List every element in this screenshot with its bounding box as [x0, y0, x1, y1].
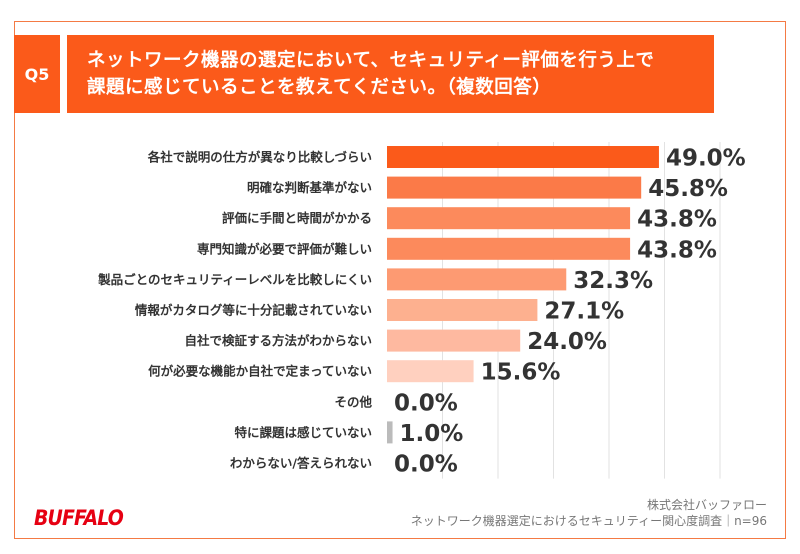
question-title: ネットワーク機器の選定において、セキュリティー評価を行う上で 課題に感じているこ…	[67, 35, 714, 113]
value-label: 32.3%	[573, 268, 653, 294]
category-label: わからない/答えられない	[230, 456, 372, 471]
category-label: 自社で検証する方法がわからない	[184, 333, 372, 348]
category-label: 専門知識が必要で評価が難しい	[197, 241, 372, 256]
value-label: 27.1%	[544, 299, 624, 325]
category-label: 何が必要な機能か自社で定まっていない	[148, 364, 372, 379]
value-label: 49.0%	[666, 146, 746, 172]
bar	[387, 329, 521, 352]
bar	[387, 207, 631, 230]
value-label: 24.0%	[527, 329, 607, 355]
category-label: 明確な判断基準がない	[247, 180, 372, 195]
title-line-2: 課題に感じていることを教えてください。（複数回答）	[87, 77, 552, 98]
survey-source: ネットワーク機器選定におけるセキュリティー関心度調査｜n=96	[410, 514, 767, 528]
bar	[387, 146, 659, 168]
category-label: 評価に手間と時間がかかる	[222, 211, 372, 226]
chart-frame	[14, 21, 786, 539]
bar	[387, 360, 474, 383]
category-label: 特に課題は感じていない	[234, 425, 372, 440]
category-label: 情報がカタログ等に十分記載されていない	[135, 303, 372, 318]
value-label: 0.0%	[394, 390, 458, 416]
value-label: 0.0%	[394, 452, 458, 478]
value-label: 45.8%	[648, 176, 728, 202]
bar	[387, 176, 642, 199]
bar	[387, 237, 631, 260]
category-label: 各社で説明の仕方が異なり比較しづらい	[147, 150, 372, 165]
question-number: Q5	[14, 35, 60, 113]
value-label: 1.0%	[400, 421, 464, 447]
bar	[387, 299, 538, 321]
category-label: その他	[334, 394, 372, 409]
company-name: 株式会社バッファロー	[646, 498, 767, 512]
value-label: 43.8%	[637, 207, 717, 233]
bar	[387, 268, 567, 291]
value-label: 43.8%	[637, 237, 717, 263]
bar	[387, 421, 393, 444]
title-line-1: ネットワーク機器の選定において、セキュリティー評価を行う上で	[87, 50, 655, 71]
category-label: 製品ごとのセキュリティーレベルを比較しにくい	[97, 272, 372, 287]
buffalo-logo: BUFFALO	[34, 506, 124, 530]
value-label: 15.6%	[481, 360, 561, 386]
